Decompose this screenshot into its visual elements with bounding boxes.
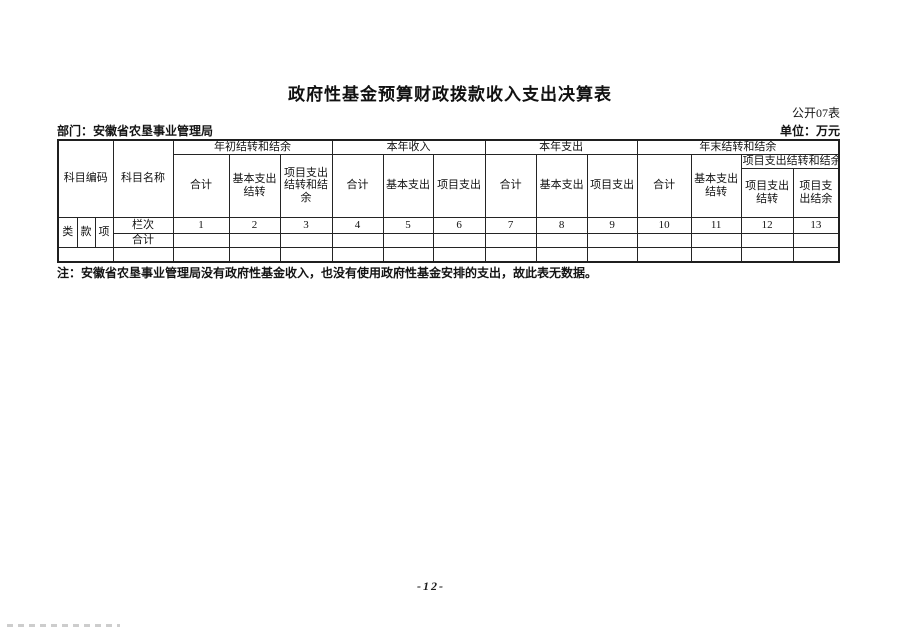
empty-cell (279, 232, 333, 248)
column-number: 6 (432, 216, 486, 234)
empty-cell (432, 232, 486, 248)
col-header-income-basic: 基本支出 (382, 153, 434, 218)
col-header-expense-basic: 基本支出 (535, 153, 588, 218)
col-header-end-project-surplus: 项目支出结余 (792, 167, 840, 218)
code-col-item: 项 (94, 216, 114, 248)
column-number: 11 (690, 216, 742, 234)
group-header-current-year-income: 本年收入 (331, 139, 486, 155)
footnote: 注：安徽省农垦事业管理局没有政府性基金收入，也没有使用政府性基金安排的支出，故此… (57, 266, 598, 280)
department-line: 部门：安徽省农垦事业管理局 (57, 124, 214, 138)
code-col-class: 类 (57, 216, 78, 248)
empty-cell (331, 232, 384, 248)
scan-artifact-dashes (7, 624, 120, 627)
col-header-end-basic-carryover: 基本支出结转 (690, 153, 742, 218)
column-number: 10 (636, 216, 692, 234)
empty-cell (690, 246, 742, 263)
empty-cell (331, 246, 384, 263)
empty-cell (112, 246, 174, 263)
row-label-total: 合计 (112, 232, 174, 248)
empty-cell (484, 232, 537, 248)
empty-cell (535, 232, 588, 248)
column-number: 12 (740, 216, 794, 234)
col-header-begin-total: 合计 (172, 153, 230, 218)
empty-cell (432, 246, 486, 263)
empty-cell (484, 246, 537, 263)
row-label-column-index: 栏次 (112, 216, 174, 234)
unit-label: 单位：万元 (779, 124, 840, 138)
empty-cell (792, 246, 840, 263)
empty-cell (792, 232, 840, 248)
empty-cell (740, 232, 794, 248)
empty-cell (636, 246, 692, 263)
col-header-begin-project-carryover: 项目支出结转和结余 (279, 153, 333, 218)
budget-table: 科目编码 科目名称 年初结转和结余 本年收入 本年支出 年末结转和结余 合计 基… (57, 139, 841, 264)
empty-cell (279, 246, 333, 263)
group-header-year-begin-balance: 年初结转和结余 (172, 139, 333, 155)
col-header-expense-project: 项目支出 (586, 153, 638, 218)
empty-cell (172, 246, 230, 263)
page-title: 政府性基金预算财政拨款收入支出决算表 (288, 85, 612, 104)
empty-code-cell (57, 246, 114, 263)
col-header-expense-total: 合计 (484, 153, 537, 218)
column-number: 9 (586, 216, 638, 234)
group-header-year-end-balance: 年末结转和结余 (636, 139, 840, 155)
column-number: 13 (792, 216, 840, 234)
column-number: 1 (172, 216, 230, 234)
col-header-income-total: 合计 (331, 153, 384, 218)
empty-cell (382, 246, 434, 263)
page-number: -12- (417, 579, 445, 593)
header-subject-name: 科目名称 (112, 139, 174, 218)
column-number: 4 (331, 216, 384, 234)
col-header-end-project-carryover: 项目支出结转 (740, 167, 794, 218)
doc-sheet-label: 公开07表 (791, 106, 840, 120)
subgroup-header-end-project-carryover: 项目支出结转和结余 (740, 153, 840, 169)
empty-cell (586, 246, 638, 263)
header-subject-code: 科目编码 (57, 139, 114, 218)
empty-cell (172, 232, 230, 248)
column-number: 5 (382, 216, 434, 234)
column-number: 8 (535, 216, 588, 234)
empty-cell (535, 246, 588, 263)
column-number: 2 (228, 216, 281, 234)
empty-cell (382, 232, 434, 248)
code-col-section: 款 (76, 216, 96, 248)
empty-cell (636, 232, 692, 248)
column-number: 7 (484, 216, 537, 234)
empty-cell (740, 246, 794, 263)
empty-cell (228, 246, 281, 263)
col-header-income-project: 项目支出 (432, 153, 486, 218)
group-header-current-year-expense: 本年支出 (484, 139, 638, 155)
column-number: 3 (279, 216, 333, 234)
empty-cell (690, 232, 742, 248)
empty-cell (586, 232, 638, 248)
col-header-end-total: 合计 (636, 153, 692, 218)
col-header-begin-basic-carryover: 基本支出结转 (228, 153, 281, 218)
empty-cell (228, 232, 281, 248)
